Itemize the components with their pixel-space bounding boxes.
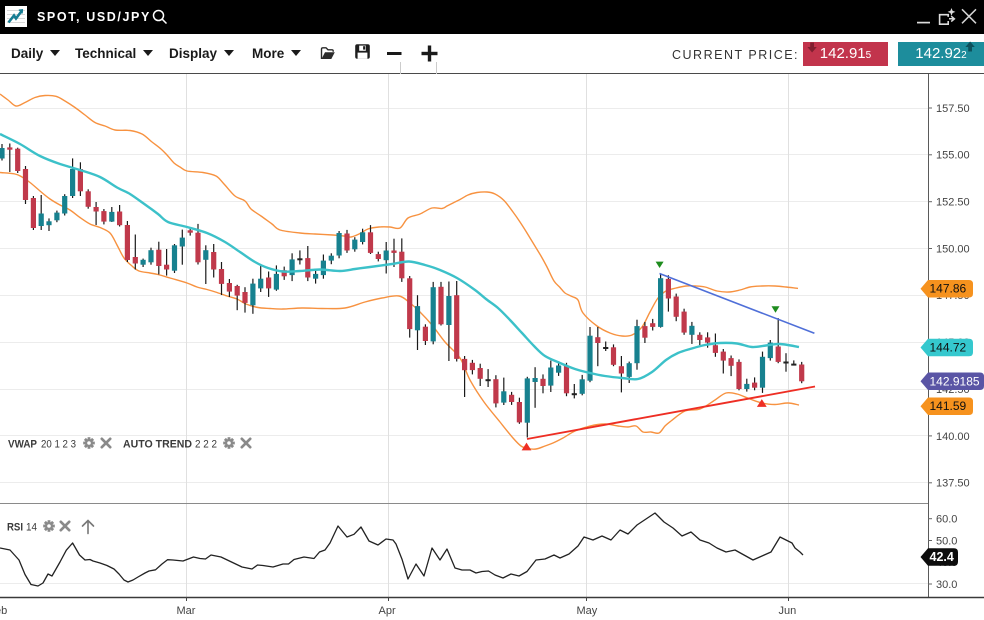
svg-text:142.9185: 142.9185 <box>930 374 980 388</box>
svg-text:May: May <box>577 605 598 617</box>
svg-text:RSI: RSI <box>7 522 23 534</box>
svg-text:Mar: Mar <box>177 605 196 617</box>
svg-text:141.59: 141.59 <box>930 399 967 413</box>
svg-text:152.50: 152.50 <box>936 197 970 209</box>
svg-text:42.4: 42.4 <box>930 550 954 564</box>
svg-text:Apr: Apr <box>379 605 396 617</box>
svg-text:150.00: 150.00 <box>936 243 970 255</box>
svg-text:30.0: 30.0 <box>936 579 957 591</box>
svg-text:2 2 2: 2 2 2 <box>195 439 217 451</box>
svg-text:60.0: 60.0 <box>936 514 957 526</box>
svg-text:137.50: 137.50 <box>936 478 970 490</box>
svg-text:155.00: 155.00 <box>936 150 970 162</box>
svg-text:Jun: Jun <box>779 605 797 617</box>
svg-text:AUTO TREND: AUTO TREND <box>123 439 192 451</box>
svg-text:VWAP: VWAP <box>8 439 37 451</box>
svg-text:144.72: 144.72 <box>930 341 967 355</box>
svg-text:157.50: 157.50 <box>936 103 970 115</box>
svg-text:50.0: 50.0 <box>936 535 957 547</box>
svg-text:140.00: 140.00 <box>936 431 970 443</box>
svg-text:14: 14 <box>26 522 37 534</box>
svg-text:eb: eb <box>0 605 7 617</box>
svg-text:147.86: 147.86 <box>930 282 967 296</box>
svg-text:20 1 2 3: 20 1 2 3 <box>41 439 76 451</box>
